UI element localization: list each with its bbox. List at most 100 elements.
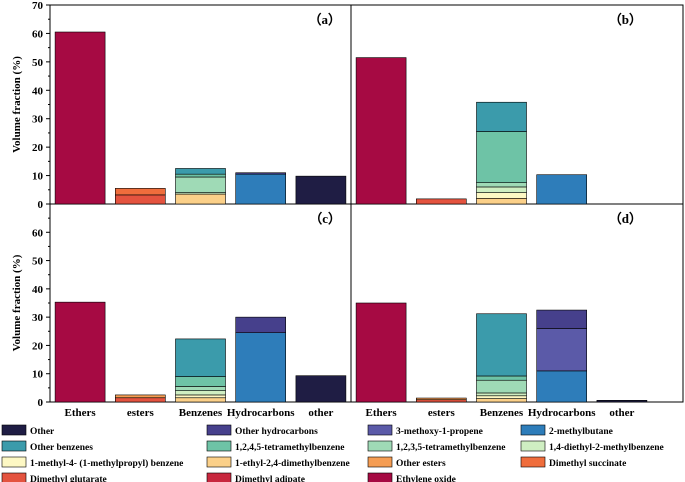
y-tick-label: 70: [32, 0, 44, 12]
bar-segment-esters-dimethyl-glutarate: [415, 198, 467, 205]
bar-segment-benzenes-1-ethyl-2-4-dimethylbenzene: [175, 193, 226, 205]
legend-item-dimethyl-glutarate: Dimethyl glutarate: [1, 472, 107, 482]
x-category-label: Ethers: [366, 407, 398, 419]
legend-label: Ethylene oxide: [396, 475, 456, 482]
legend-label: 1-methyl-4- (1-methylpropyl) benzene: [30, 458, 183, 469]
legend-swatch: [520, 440, 546, 452]
bar-segment-benzenes-1-4-diethyl-2-methylbenzene: [175, 390, 226, 396]
legend-label: 1-ethyl-2,4-dimethylbenzene: [235, 459, 350, 469]
bar-segment-hydrocarbons-2-methylbutane: [536, 370, 588, 403]
panel-a: [54, 31, 347, 205]
panel-d: [355, 302, 648, 403]
y-axis-title: Volume fraction (%): [11, 254, 23, 351]
y-tick-label: 40: [32, 85, 44, 97]
legend-label: 2-methylbutane: [549, 427, 613, 437]
bar-segment-hydrocarbons-2-methylbutane: [536, 174, 588, 205]
legend-swatch: [520, 424, 546, 436]
legend-item-other-esters: Other esters: [367, 456, 446, 469]
legend-item-1-methyl-4-1-methylpropyl-benzene: 1-methyl-4- (1-methylpropyl) benzene: [1, 456, 183, 469]
labels-layer: 0 10 20 30 40 50 60 70 Volume fraction (%) 0 10 20 3…: [11, 0, 642, 419]
y-tick-label: 20: [32, 142, 44, 154]
bar-segment-benzenes-1-ethyl-2-4-dimethylbenzene: [476, 398, 527, 403]
panel-label: （d）: [609, 211, 642, 226]
legend-label: Other benzenes: [30, 443, 93, 453]
legend: Other Other hydrocarbons 3-methoxy-1-prope…: [1, 424, 664, 482]
legend-item-dimethyl-adipate: Dimethyl adipate: [206, 472, 305, 482]
bar-segment-benzenes-1-2-3-5-tetramethylbenzene: [175, 176, 226, 193]
bar-segment-benzenes-1-ethyl-2-4-dimethylbenzene: [175, 397, 226, 403]
bar-segment-other-other: [596, 400, 648, 403]
legend-label: Dimethyl glutarate: [30, 475, 107, 482]
legend-label: Other esters: [396, 459, 446, 469]
y-tick-label: 50: [32, 256, 44, 268]
legend-swatch: [1, 440, 27, 452]
bar-segment-hydrocarbons-other-hydrocarbons: [536, 309, 588, 329]
legend-item-1-2-4-5-tetramethylbenzene: 1,2,4,5-tetramethylbenzene: [206, 440, 344, 453]
x-category-label: Ethers: [65, 407, 97, 419]
bar-segment-esters-other-esters: [115, 394, 166, 399]
bar-segment-benzenes-1-2-4-5-tetramethylbenzene: [476, 131, 527, 183]
bar-segment-hydrocarbons-2-methylbutane: [235, 173, 286, 205]
legend-item-1-4-diethyl-2-methylbenzene: 1,4-diethyl-2-methylbenzene: [520, 440, 664, 453]
bar-segment-ethers-ethylene-oxide: [54, 301, 106, 403]
bar-segment-hydrocarbons-3-methoxy-1-propene: [536, 328, 588, 372]
bar-segment-esters-other-esters: [415, 397, 467, 401]
legend-item-1-ethyl-2-4-dimethylbenzene: 1-ethyl-2,4-dimethylbenzene: [206, 456, 350, 469]
y-tick-label: 0: [38, 397, 44, 409]
panel-label: （c）: [309, 211, 341, 226]
y-tick-label: 30: [32, 114, 44, 126]
legend-swatch: [367, 456, 393, 468]
bar-segment-benzenes-other-benzenes: [175, 338, 226, 377]
legend-label: Dimethyl adipate: [235, 475, 305, 482]
bar-segment-benzenes-1-methyl-4-1-methylpropyl-benzene: [476, 192, 527, 199]
legend-item-1-2-3-5-tetramethylbenzene: 1,2,3,5-tetramethylbenzene: [367, 440, 505, 453]
y-tick-label: 40: [32, 284, 44, 296]
legend-item-other-hydrocarbons: Other hydrocarbons: [206, 424, 318, 437]
bar-segment-benzenes-1-4-diethyl-2-methylbenzene: [476, 392, 527, 397]
panel-c: [54, 301, 347, 403]
bars-layer: [54, 31, 648, 403]
legend-swatch: [367, 440, 393, 452]
bar-segment-benzenes-1-2-4-5-tetramethylbenzene: [476, 375, 527, 381]
legend-swatch: [367, 472, 393, 482]
y-tick-label: 10: [32, 369, 44, 381]
bar-segment-benzenes-1-2-3-5-tetramethylbenzene: [476, 182, 527, 188]
x-category-label: esters: [127, 407, 155, 419]
y-tick-label: 60: [32, 227, 44, 239]
bar-segment-other-other: [295, 175, 347, 205]
bar-segment-ethers-ethylene-oxide: [54, 31, 106, 205]
x-category-label: Benzenes: [480, 407, 524, 419]
legend-swatch: [1, 472, 27, 482]
legend-item-3-methoxy-1-propene: 3-methoxy-1-propene: [367, 424, 483, 437]
legend-label: 3-methoxy-1-propene: [396, 427, 483, 437]
legend-label: Other: [30, 427, 55, 437]
legend-swatch: [206, 472, 232, 482]
legend-swatch: [520, 456, 546, 468]
bar-segment-ethers-ethylene-oxide: [355, 302, 407, 403]
y-tick-label: 50: [32, 57, 44, 69]
bar-segment-benzenes-other-benzenes: [476, 313, 527, 377]
legend-swatch: [1, 456, 27, 468]
y-tick-label: 10: [32, 171, 44, 183]
legend-label: Other hydrocarbons: [235, 427, 318, 437]
x-category-label: Benzenes: [179, 407, 223, 419]
x-category-label: Hydrocarbons: [227, 407, 295, 419]
bar-segment-benzenes-1-4-diethyl-2-methylbenzene: [476, 186, 527, 193]
bar-segment-esters-dimethyl-glutarate: [115, 397, 166, 403]
legend-swatch: [367, 424, 393, 436]
legend-item-ethylene-oxide: Ethylene oxide: [367, 472, 456, 482]
y-tick-label: 30: [32, 312, 44, 324]
bar-segment-esters-dimethyl-glutarate: [415, 399, 467, 403]
x-category-label: Hydrocarbons: [528, 407, 596, 419]
x-category-label: other: [308, 407, 333, 419]
bar-segment-benzenes-1-2-3-5-tetramethylbenzene: [175, 386, 226, 391]
legend-swatch: [206, 424, 232, 436]
legend-item-dimethyl-succinate: Dimethyl succinate: [520, 456, 626, 469]
bar-segment-other-other: [295, 375, 347, 403]
bar-segment-benzenes-1-methyl-4-1-methylpropyl-benzene: [175, 394, 226, 399]
bar-segment-benzenes-other-benzenes: [476, 101, 527, 132]
legend-item-other: Other: [1, 424, 55, 437]
bar-segment-esters-dimethyl-glutarate: [115, 194, 166, 205]
legend-item-2-methylbutane: 2-methylbutane: [520, 424, 613, 437]
legend-swatch: [206, 456, 232, 468]
